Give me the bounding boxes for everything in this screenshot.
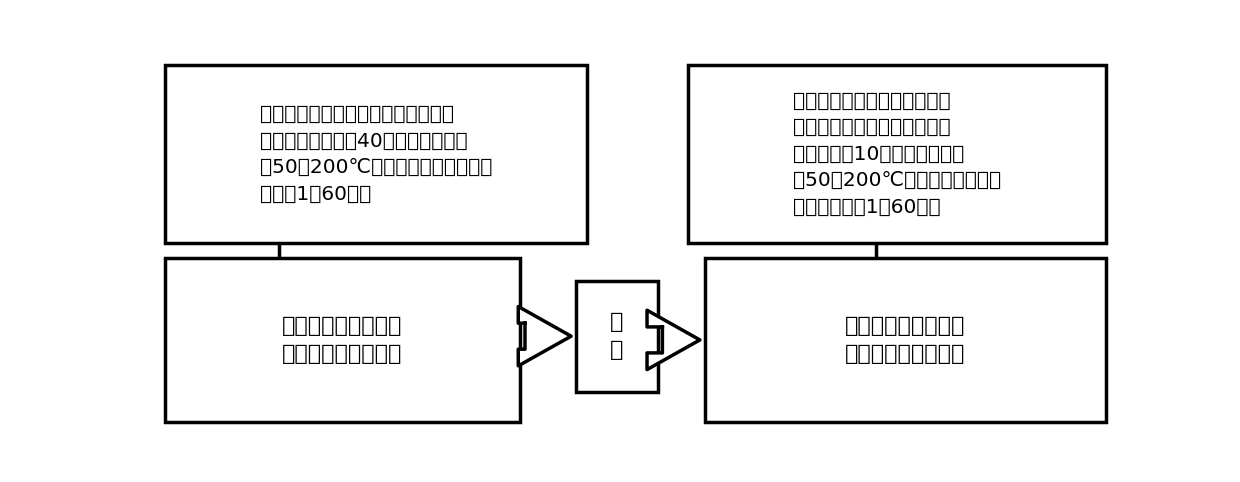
Text: 烘
干: 烘 干 bbox=[610, 312, 624, 360]
FancyBboxPatch shape bbox=[165, 258, 521, 422]
Text: 将完成石墨电极制作的固态电
容器半成品烘干后，置入银浆
浆料中浸泡10秒，取出后再通
过50～200℃的温度进行烘干，
烘干的时间为1～60分钟: 将完成石墨电极制作的固态电 容器半成品烘干后，置入银浆 浆料中浸泡10秒，取出后… bbox=[794, 92, 1002, 217]
FancyBboxPatch shape bbox=[575, 281, 657, 392]
FancyBboxPatch shape bbox=[688, 65, 1106, 243]
Polygon shape bbox=[518, 307, 572, 366]
Polygon shape bbox=[647, 310, 699, 370]
Text: 将放置有固态电容器半成品的托盘放
入石墨浆料中浸泡40秒，取出后再通
过50～200℃的温度进行烘干，烘干
时间为1～60分钟: 将放置有固态电容器半成品的托盘放 入石墨浆料中浸泡40秒，取出后再通 过50～2… bbox=[260, 105, 492, 203]
FancyBboxPatch shape bbox=[704, 258, 1106, 422]
Text: 固态电容器半成品先
完成石墨电极的制作: 固态电容器半成品先 完成石墨电极的制作 bbox=[283, 316, 403, 364]
FancyBboxPatch shape bbox=[165, 65, 588, 243]
Text: 固态电容器半成品再
进行导电银层的制作: 固态电容器半成品再 进行导电银层的制作 bbox=[846, 316, 966, 364]
